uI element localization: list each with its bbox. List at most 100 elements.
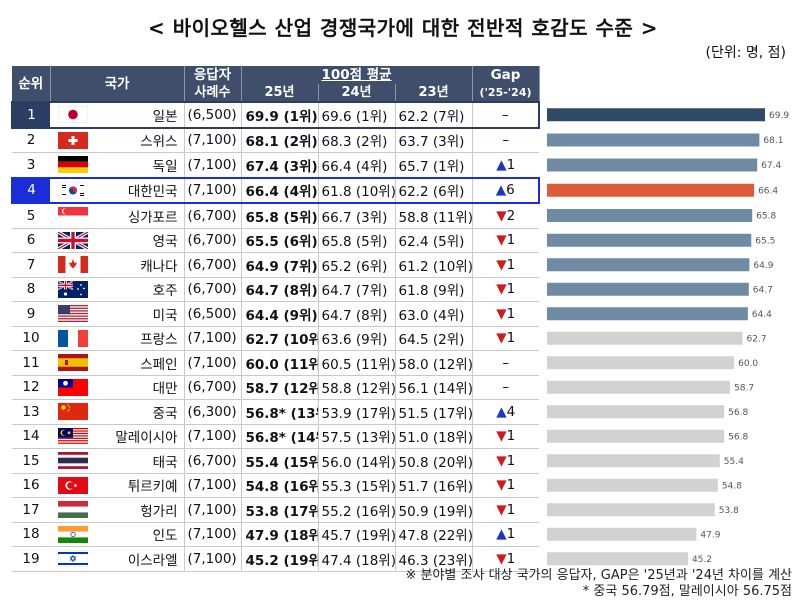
score-25-cell: 56.8* (14위) [240,424,318,449]
footnote-1: ※ 분야별 조사 대상 국가의 응답자, GAP은 '25년과 '24년 차이를… [405,568,792,583]
bar [547,133,760,147]
flag-cn-icon [58,403,88,421]
gap-value: 1 [506,501,516,518]
rank-cell: 1 [11,101,50,129]
bar [547,183,755,197]
rank-cell: 15 [12,448,50,474]
gap-cell: ▼1 [471,546,540,572]
flag-cell [50,522,96,547]
country-cell: 독일 [96,152,185,178]
country-cell: 미국 [96,301,185,327]
score-23-cell: 64.5 (2위) [394,326,473,351]
respondents-cell: (7,100) [183,350,241,376]
bar [547,454,720,468]
unit-label: (단위: 명, 점) [705,45,786,61]
rank-cell: 17 [12,497,50,523]
bar-value-label: 67.4 [761,161,781,171]
down-arrow-icon: ▼ [496,232,507,249]
score-24-cell: 61.8 (10위) [317,176,395,204]
score-25-cell: 60.0 (11위) [240,350,318,376]
gap-value: 1 [506,550,516,567]
gap-cell: ▼1 [471,277,540,302]
respondents-cell: (6,300) [183,399,241,425]
country-cell: 태국 [96,448,185,474]
score-25-cell: 68.1 (2위) [240,127,318,153]
gap-cell: ▼1 [471,301,540,327]
gap-value: 2 [506,207,516,224]
no-change-icon: – [502,132,510,149]
flag-au-icon [58,280,88,298]
flag-my-icon [58,427,88,445]
score-25-cell: 64.7 (8위) [240,277,318,302]
rank-cell: 9 [12,301,50,327]
score-23-cell: 61.2 (10위) [394,252,473,278]
flag-ch-icon [58,131,88,149]
flag-cell [50,497,96,523]
country-cell: 싱가포르 [96,203,185,229]
score-23-cell: 62.4 (5위) [394,228,473,253]
flag-cell [50,326,96,351]
respondents-cell: (7,100) [183,546,241,572]
flag-cell [50,448,96,474]
bar-value-label: 47.9 [700,530,720,540]
gap-cell: ▼1 [471,473,540,498]
country-cell: 말레이시아 [96,424,185,449]
flag-cell [50,203,96,229]
header-rank: 순위 [12,66,51,102]
score-23-cell: 62.2 (6위) [394,176,473,204]
respondents-cell: (7,100) [183,522,241,547]
gap-cell: ▼2 [471,203,540,229]
bar-value-label: 65.5 [755,236,775,246]
score-23-cell: 51.7 (16위) [394,473,473,498]
gap-value: 1 [506,428,516,445]
respondents-cell: (7,100) [183,497,241,523]
score-23-cell: 63.0 (4위) [394,301,473,327]
respondents-cell: (7,100) [183,127,241,153]
flag-us-icon [58,305,88,323]
country-cell: 헝가리 [96,497,185,523]
score-25-cell: 55.4 (15위) [240,448,318,474]
respondents-cell: (6,700) [183,277,241,302]
rank-cell: 2 [12,127,50,153]
respondents-cell: (6,500) [183,301,241,327]
bar [547,503,715,517]
country-cell: 프랑스 [96,326,185,351]
score-25-cell: 54.8 (16위) [240,473,318,498]
table-row: 19 이스라엘(7,100)45.2 (19위)47.4 (18위)46.3 (2… [12,546,540,572]
bar-value-label: 56.8 [728,408,748,418]
up-arrow-icon: ▲ [495,182,507,199]
gap-value: 1 [506,477,516,494]
score-24-cell: 47.4 (18위) [317,546,395,572]
footnote-2: * 중국 56.79점, 말레이시아 56.75점 [582,584,792,599]
gap-cell: ▲4 [471,399,540,425]
score-24-cell: 56.0 (14위) [317,448,395,474]
flag-gb-icon [58,231,88,249]
respondents-cell: (7,100) [183,424,241,449]
score-23-cell: 56.1 (14위) [394,375,473,400]
score-23-cell: 51.0 (18위) [394,424,473,449]
header-year-25: 25년 [241,84,319,102]
rank-cell: 13 [12,399,50,425]
bar [547,429,725,443]
header-country: 국가 [50,66,185,102]
down-arrow-icon: ▼ [496,477,507,494]
score-23-cell: 46.3 (23위) [394,546,473,572]
bar-value-label: 69.9 [769,111,789,121]
down-arrow-icon: ▼ [496,501,507,518]
country-cell: 스페인 [96,350,185,376]
bar-value-label: 64.4 [752,310,772,320]
down-arrow-icon: ▼ [496,452,507,469]
bar-value-label: 56.8 [728,432,748,442]
flag-cell [50,399,96,425]
flag-sg-icon [58,207,88,225]
down-arrow-icon: ▼ [496,330,507,347]
up-arrow-icon: ▲ [496,156,507,173]
rank-cell: 16 [12,473,50,498]
down-arrow-icon: ▼ [496,550,507,567]
gap-value: 1 [506,305,516,322]
score-25-cell: 45.2 (19위) [240,546,318,572]
gap-cell: ▲1 [471,152,540,178]
rank-cell: 7 [12,252,50,278]
score-25-cell: 64.9 (7위) [240,252,318,278]
respondents-cell: (7,100) [183,473,241,498]
